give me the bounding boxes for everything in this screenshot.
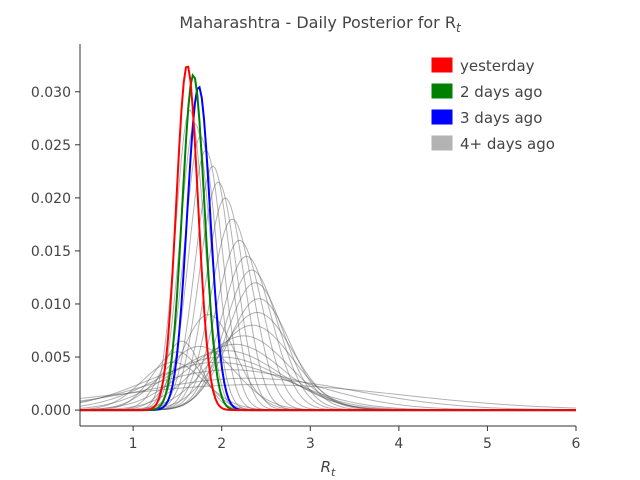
curves-layer bbox=[79, 65, 577, 412]
y-tick-label: 0.010 bbox=[31, 297, 71, 313]
x-tick-label: 6 bbox=[572, 436, 581, 452]
y-tick-label: 0.030 bbox=[31, 85, 71, 101]
legend-swatch bbox=[431, 57, 453, 73]
older-posterior-curve-2 bbox=[80, 136, 576, 411]
older-posterior-curve-22 bbox=[79, 384, 577, 409]
legend-swatch bbox=[431, 135, 453, 151]
axes-layer bbox=[79, 44, 576, 427]
y-tick-label: 0.025 bbox=[31, 138, 71, 154]
legend-swatch bbox=[431, 83, 453, 99]
y-ticks: 0.000 0.005 0.010 0.015 0.020 0.025 0.030 bbox=[31, 85, 80, 419]
older-posterior-curve-5 bbox=[80, 181, 576, 411]
y-tick-label: 0.005 bbox=[31, 350, 71, 366]
legend-label: 2 days ago bbox=[460, 83, 542, 101]
older-posterior-curve-4 bbox=[80, 165, 576, 411]
x-tick-label: 3 bbox=[306, 436, 315, 452]
legend-label: 3 days ago bbox=[460, 109, 542, 127]
older-posterior-curve-3 bbox=[80, 149, 576, 411]
x-axis-label: Rt bbox=[321, 458, 336, 479]
x-tick-label: 2 bbox=[217, 436, 226, 452]
x-ticks: 1 2 3 4 5 6 bbox=[129, 426, 581, 452]
legend-label: 4+ days ago bbox=[460, 135, 555, 153]
older-posterior-curve-9 bbox=[80, 255, 576, 411]
chart-title: Maharashtra - Daily Posterior for Rt bbox=[179, 13, 462, 35]
older-posterior-curve-1 bbox=[80, 122, 576, 411]
y-tick-label: 0.015 bbox=[31, 244, 71, 260]
y-tick-label: 0.020 bbox=[31, 191, 71, 207]
legend-label: yesterday bbox=[460, 57, 535, 75]
legend-swatch bbox=[431, 109, 453, 125]
older-posterior-curve-0 bbox=[80, 109, 576, 411]
x-tick-label: 5 bbox=[483, 436, 492, 452]
legend: yesterday 2 days ago 3 days ago 4+ days ago bbox=[431, 57, 555, 153]
x-tick-label: 1 bbox=[129, 436, 138, 452]
x-tick-label: 4 bbox=[394, 436, 403, 452]
posterior-curve-yesterday bbox=[80, 65, 576, 412]
y-tick-label: 0.000 bbox=[31, 403, 71, 419]
